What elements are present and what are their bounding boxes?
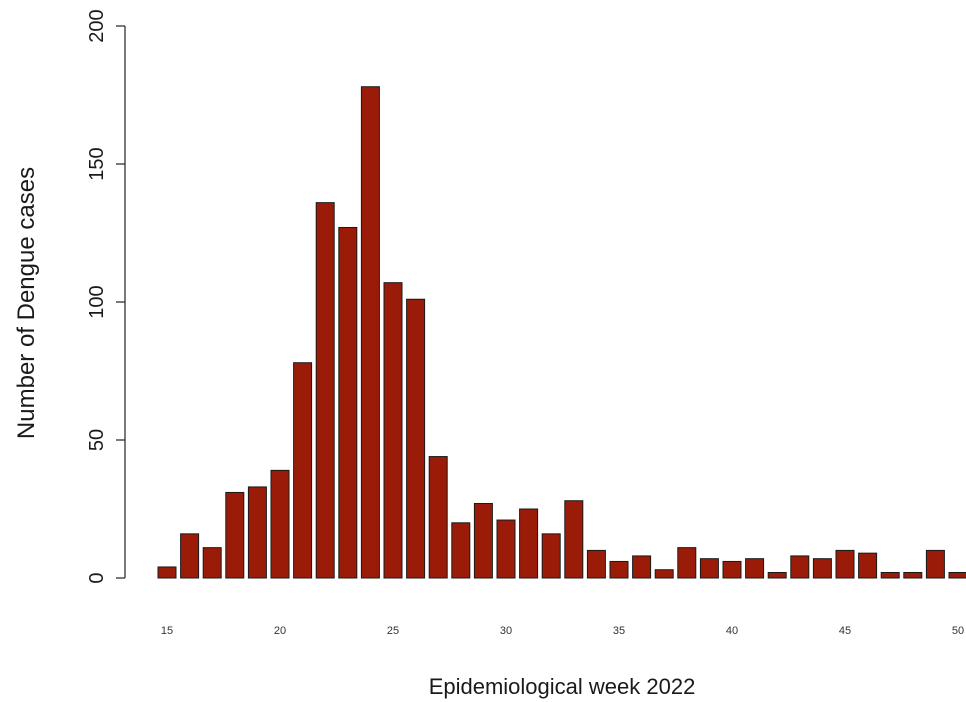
bar (474, 503, 492, 578)
y-tick-label: 200 (86, 9, 108, 42)
bar (859, 553, 877, 578)
y-axis: 0 50 100 150 200 (86, 9, 125, 583)
bar (926, 550, 944, 578)
bar (678, 548, 696, 578)
x-axis-ticks: 15 20 25 30 35 40 45 50 (161, 625, 964, 637)
bar (248, 487, 266, 578)
bar (158, 567, 176, 578)
bar (949, 572, 966, 578)
y-axis-label: Number of Dengue cases (13, 167, 40, 439)
bar (384, 283, 402, 578)
x-tick-label: 20 (274, 625, 286, 637)
bar (203, 548, 221, 578)
bar (791, 556, 809, 578)
y-tick-label: 0 (86, 572, 108, 583)
bar (610, 561, 628, 578)
bar (542, 534, 560, 578)
y-tick-label: 100 (86, 285, 108, 318)
x-tick-label: 15 (161, 625, 173, 637)
y-tick-label: 150 (86, 147, 108, 180)
bar (429, 457, 447, 578)
bar (723, 561, 741, 578)
bar (339, 227, 357, 578)
bar (836, 550, 854, 578)
x-tick-label: 35 (613, 625, 625, 637)
bar (407, 299, 425, 578)
bar (226, 492, 244, 578)
bar (361, 87, 379, 578)
x-tick-label: 45 (839, 625, 851, 637)
bar (565, 501, 583, 578)
bar (700, 559, 718, 578)
bar (316, 203, 334, 578)
bar (813, 559, 831, 578)
bar (904, 572, 922, 578)
bar (452, 523, 470, 578)
bar (294, 363, 312, 578)
x-tick-label: 30 (500, 625, 512, 637)
bar (520, 509, 538, 578)
bar (655, 570, 673, 578)
bar (271, 470, 289, 578)
x-tick-label: 40 (726, 625, 738, 637)
x-tick-label: 25 (387, 625, 399, 637)
bar (587, 550, 605, 578)
bar (181, 534, 199, 578)
y-tick-label: 50 (86, 429, 108, 451)
x-axis-label: Epidemiological week 2022 (429, 674, 696, 699)
x-tick-label: 50 (952, 625, 964, 637)
bar (497, 520, 515, 578)
bars (158, 87, 966, 578)
bar (746, 559, 764, 578)
bar (881, 572, 899, 578)
bar (633, 556, 651, 578)
bar (768, 572, 786, 578)
